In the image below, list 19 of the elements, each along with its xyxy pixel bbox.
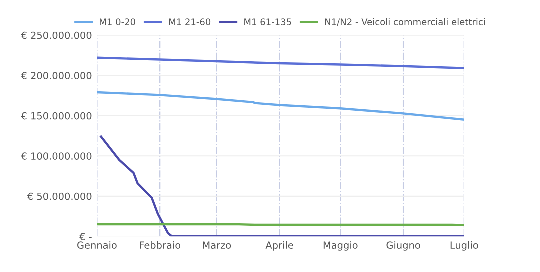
legend-label: N1/N2 - Veicoli commerciali elettrici	[325, 18, 486, 26]
y-tick-label: € -	[80, 233, 92, 240]
x-tick-label: Luglio	[450, 242, 478, 251]
legend-label: M1 21-60	[169, 18, 211, 26]
y-tick-label: € 150.000.000	[21, 112, 92, 120]
x-tick-label: Gennaio	[78, 242, 117, 250]
y-tick-label: € 50.000.000	[27, 192, 92, 200]
legend-label: M1 61-135	[244, 18, 292, 26]
x-tick-label: Giugno	[386, 242, 420, 251]
x-tick-label: Aprile	[266, 242, 294, 251]
line-series	[97, 56, 464, 70]
y-tick-label: € 100.000.000	[21, 152, 92, 160]
x-tick-label: Marzo	[203, 242, 232, 250]
x-tick-label: Febbraio	[140, 242, 181, 250]
x-tick-label: Maggio	[324, 242, 358, 251]
line-series	[100, 136, 464, 237]
legend-label: M1 0-20	[100, 18, 136, 26]
y-tick-label: € 200.000.000	[21, 72, 92, 80]
y-tick-label: € 250.000.000	[21, 32, 92, 40]
